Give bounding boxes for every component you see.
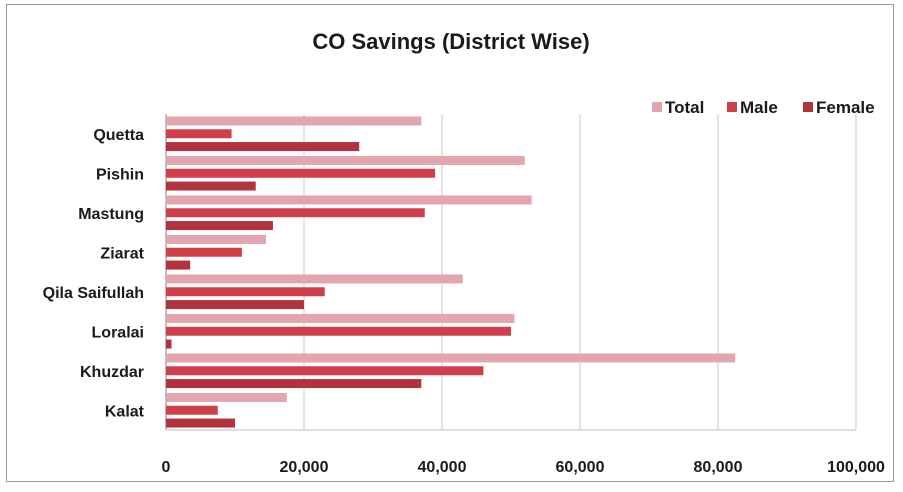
y-tick-label: Quetta	[93, 127, 144, 144]
bar-female-qila-saifullah	[166, 300, 304, 310]
bar-total-kalat	[166, 392, 287, 402]
bar-male-qila-saifullah	[166, 287, 325, 297]
bar-total-quetta	[166, 116, 422, 126]
x-tick-label: 80,000	[694, 459, 743, 476]
bar-male-loralai	[166, 326, 511, 336]
bar-male-kalat	[166, 405, 218, 415]
legend-label-total: Total	[665, 98, 704, 117]
x-tick-label: 100,000	[827, 459, 885, 476]
bar-female-kalat	[166, 418, 235, 428]
x-tick-label: 0	[162, 459, 171, 476]
bar-total-loralai	[166, 313, 515, 323]
bar-female-mastung	[166, 221, 273, 231]
bar-female-khuzdar	[166, 379, 422, 389]
x-tick-label: 60,000	[556, 459, 605, 476]
x-tick-label: 40,000	[418, 459, 467, 476]
bar-male-quetta	[166, 129, 232, 139]
legend-swatch-male	[727, 102, 737, 112]
bar-total-pishin	[166, 155, 525, 165]
y-tick-label: Pishin	[96, 166, 144, 183]
y-tick-label: Mastung	[78, 206, 144, 223]
chart-frame: CO Savings (District Wise)	[6, 4, 894, 482]
y-tick-label: Khuzdar	[80, 364, 144, 381]
y-tick-label: Kalat	[105, 403, 145, 420]
legend-swatch-total	[652, 102, 662, 112]
y-tick-label: Qila Saifullah	[43, 285, 144, 302]
bar-male-ziarat	[166, 247, 242, 257]
x-tick-label: 20,000	[280, 459, 329, 476]
bar-total-qila-saifullah	[166, 274, 463, 284]
bar-total-ziarat	[166, 234, 267, 244]
bar-total-mastung	[166, 195, 532, 205]
y-tick-label: Ziarat	[100, 245, 144, 262]
bar-female-loralai	[166, 339, 172, 349]
bar-male-khuzdar	[166, 366, 484, 376]
y-tick-label: Loralai	[92, 324, 144, 341]
bar-female-pishin	[166, 181, 256, 191]
bar-female-quetta	[166, 142, 360, 152]
bar-male-mastung	[166, 208, 425, 218]
bar-total-khuzdar	[166, 353, 736, 363]
legend-label-female: Female	[816, 98, 875, 117]
legend-swatch-female	[803, 102, 813, 112]
bar-male-pishin	[166, 168, 436, 178]
legend-label-male: Male	[740, 98, 778, 117]
chart-title: CO Savings (District Wise)	[312, 29, 590, 54]
bar-female-ziarat	[166, 260, 191, 270]
